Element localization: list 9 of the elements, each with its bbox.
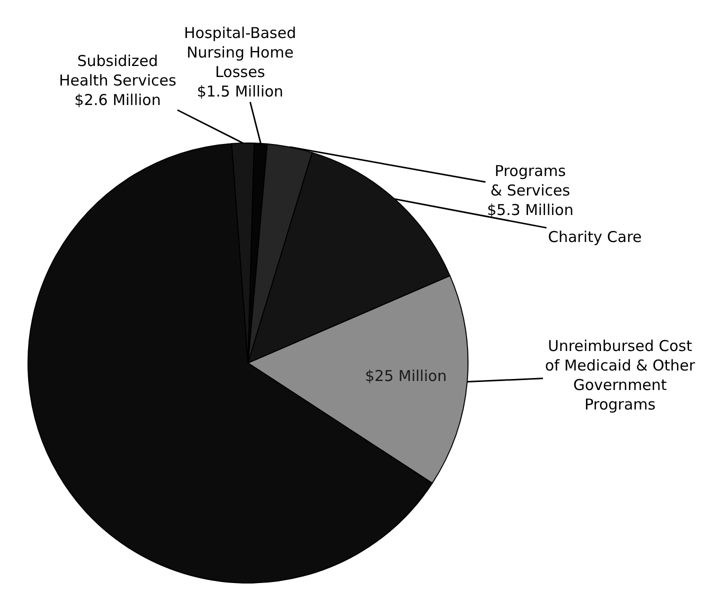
- data-label: $1.5 Million: [196, 82, 284, 100]
- data-label: $2.6 Million: [74, 91, 161, 109]
- data-label: $5.3 Million: [487, 201, 574, 219]
- slice-label: Charity Care: [548, 228, 642, 246]
- slice-label: Unreimbursed Cost of Medicaid & Other Government Programs: [545, 337, 696, 414]
- slice-label: Hospital-Based Nursing Home Losses: [184, 24, 296, 81]
- slice-label: Subsidized Health Services: [59, 52, 176, 90]
- slice-label: Programs & Services: [490, 162, 570, 200]
- data-label: $25 Million: [365, 367, 447, 385]
